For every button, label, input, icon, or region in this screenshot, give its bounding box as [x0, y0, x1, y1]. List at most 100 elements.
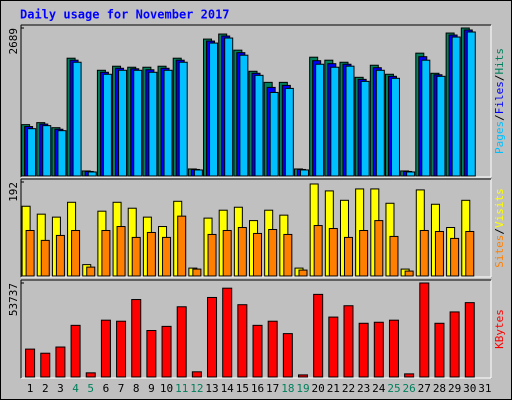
bar	[359, 229, 369, 277]
x-tick-label: 18	[281, 382, 294, 395]
bar	[100, 319, 111, 378]
bar	[252, 324, 263, 378]
bar	[388, 319, 399, 378]
bar	[72, 61, 82, 177]
bar	[373, 321, 384, 378]
x-tick-label: 22	[342, 382, 355, 395]
bar	[162, 236, 172, 277]
bar	[27, 128, 37, 177]
x-tick-label: 3	[57, 382, 64, 395]
x-tick-label: 4	[72, 382, 79, 395]
bar	[207, 296, 218, 378]
bar	[191, 371, 202, 378]
x-tick-label: 13	[205, 382, 218, 395]
bar	[267, 320, 278, 378]
bar	[40, 352, 51, 378]
bar	[237, 304, 248, 378]
y-tick-label: 2689	[7, 28, 20, 55]
bar	[177, 215, 187, 277]
bar	[284, 87, 294, 177]
legend-label: Visits	[493, 188, 506, 228]
x-tick-label: 1	[27, 382, 34, 395]
bar	[116, 320, 127, 378]
bar	[419, 229, 429, 277]
bar	[178, 61, 188, 177]
bar	[375, 69, 385, 177]
legend-separator: /	[493, 114, 506, 121]
x-tick-label: 9	[148, 382, 155, 395]
bar	[148, 71, 158, 177]
legend-separator: /	[493, 75, 506, 82]
x-tick-label: 12	[190, 382, 203, 395]
bar	[434, 230, 444, 277]
y-tick-label: 192	[7, 182, 20, 202]
chart-title: Daily usage for November 2017	[20, 8, 230, 22]
bar	[358, 322, 369, 378]
bar	[224, 37, 234, 177]
x-tick-label: 19	[296, 382, 309, 395]
bar	[268, 229, 278, 277]
x-tick-label: 2	[42, 382, 49, 395]
bar	[102, 73, 112, 177]
bar	[283, 233, 293, 277]
bar	[87, 171, 97, 177]
x-tick-label: 23	[357, 382, 370, 395]
bar	[146, 231, 156, 277]
bar	[406, 171, 416, 177]
x-tick-label: 14	[221, 382, 235, 395]
bar	[421, 59, 431, 177]
x-tick-label: 16	[251, 382, 264, 395]
bar	[449, 311, 460, 378]
bar	[465, 230, 475, 277]
bar	[360, 80, 370, 177]
x-tick-label: 15	[236, 382, 249, 395]
bar	[161, 325, 172, 378]
bar	[330, 66, 340, 177]
bar	[116, 226, 126, 277]
legend: Sites/Visits	[493, 188, 506, 268]
bar	[466, 31, 476, 177]
bar	[222, 287, 233, 378]
bar	[25, 229, 35, 277]
bar	[176, 306, 187, 378]
bar	[55, 346, 66, 378]
bar	[146, 330, 157, 378]
bar	[57, 130, 67, 177]
bar	[71, 229, 81, 277]
bar	[464, 302, 475, 378]
x-tick-label: 8	[133, 382, 140, 395]
x-tick-label: 26	[403, 382, 416, 395]
bar	[298, 269, 308, 277]
bar	[434, 322, 445, 378]
x-tick-label: 25	[387, 382, 400, 395]
bar	[131, 299, 142, 378]
x-tick-label: 5	[87, 382, 94, 395]
bar	[101, 229, 111, 277]
bar	[313, 293, 324, 378]
bar	[404, 270, 414, 277]
bar	[193, 169, 203, 177]
bar	[419, 282, 430, 378]
x-tick-label: 27	[418, 382, 431, 395]
bar	[40, 239, 50, 277]
bar	[328, 316, 339, 378]
bar	[25, 348, 36, 378]
bar	[374, 220, 384, 277]
legend-label: Files	[493, 81, 506, 114]
x-tick-label: 11	[175, 382, 188, 395]
x-tick-label: 6	[103, 382, 110, 395]
bar	[269, 91, 279, 177]
bar	[131, 236, 141, 277]
x-tick-label: 7	[118, 382, 125, 395]
x-tick-label: 31	[478, 382, 491, 395]
bar	[42, 125, 52, 177]
legend: Pages/Files/Hits	[493, 48, 506, 154]
bar	[343, 236, 353, 277]
bar	[207, 233, 217, 277]
x-tick-label: 24	[372, 382, 386, 395]
legend-label: Pages	[493, 121, 506, 154]
bar	[192, 268, 202, 277]
bar	[343, 305, 354, 378]
bar	[315, 63, 325, 177]
